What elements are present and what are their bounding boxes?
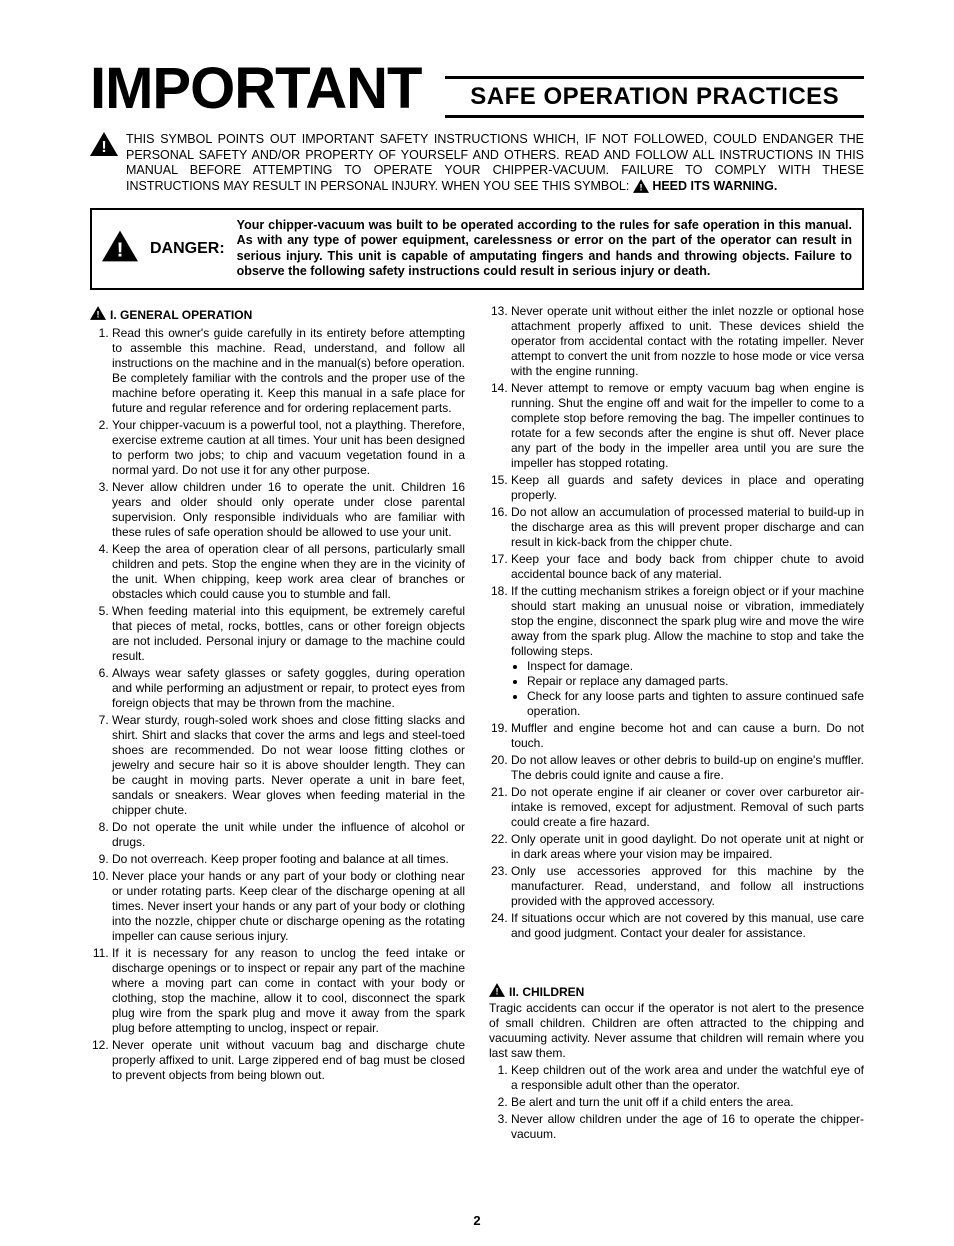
section1-heading-row: ! I. GENERAL OPERATION (90, 306, 465, 324)
section1-list-right: Never operate unit without either the in… (489, 304, 864, 941)
section1-warning-icon: ! (90, 306, 106, 324)
list-item: Do not allow an accumulation of processe… (511, 505, 864, 550)
subheader-text: SAFE OPERATION PRACTICES (445, 83, 864, 111)
svg-text:!: ! (96, 310, 99, 320)
danger-text: Your chipper-vacuum was built to be oper… (237, 218, 852, 281)
sub-item: Check for any loose parts and tighten to… (527, 689, 864, 719)
section2-list: Keep children out of the work area and u… (489, 1063, 864, 1142)
warning-icon: ! (90, 132, 118, 198)
list-item: Keep the area of operation clear of all … (112, 542, 465, 602)
list-item: Your chipper-vacuum is a powerful tool, … (112, 418, 465, 478)
list-item: Do not overreach. Keep proper footing an… (112, 852, 465, 867)
list-item: Never allow children under the age of 16… (511, 1112, 864, 1142)
inline-warning-icon: ! (633, 179, 649, 198)
danger-label: DANGER: (150, 240, 225, 258)
list-item: Only operate unit in good daylight. Do n… (511, 832, 864, 862)
svg-text:!: ! (117, 239, 124, 262)
item18-text: If the cutting mechanism strikes a forei… (511, 584, 864, 658)
list-item: If situations occur which are not covere… (511, 911, 864, 941)
list-item: Only use accessories approved for this m… (511, 864, 864, 909)
intro-text: THIS SYMBOL POINTS OUT IMPORTANT SAFETY … (126, 132, 864, 198)
sub-item: Repair or replace any damaged parts. (527, 674, 864, 689)
item18-sublist: Inspect for damage. Repair or replace an… (511, 659, 864, 719)
intro-block: ! THIS SYMBOL POINTS OUT IMPORTANT SAFET… (90, 132, 864, 198)
list-item: Do not allow leaves or other debris to b… (511, 753, 864, 783)
list-item: Never attempt to remove or empty vacuum … (511, 381, 864, 471)
list-item: Keep your face and body back from chippe… (511, 552, 864, 582)
list-item: If it is necessary for any reason to unc… (112, 946, 465, 1036)
list-item: Never place your hands or any part of yo… (112, 869, 465, 944)
section2-intro: Tragic accidents can occur if the operat… (489, 1001, 864, 1061)
section2-heading-row: ! II. CHILDREN (489, 983, 864, 1001)
section2: ! II. CHILDREN Tragic accidents can occu… (489, 983, 864, 1142)
header-row: IMPORTANT SAFE OPERATION PRACTICES (90, 60, 864, 118)
list-item: Keep all guards and safety devices in pl… (511, 473, 864, 503)
right-column: Never operate unit without either the in… (489, 302, 864, 1144)
section2-warning-icon: ! (489, 983, 505, 1001)
sub-item: Inspect for damage. (527, 659, 864, 674)
section2-heading: II. CHILDREN (509, 985, 584, 1000)
section1-heading: I. GENERAL OPERATION (110, 308, 252, 323)
svg-text:!: ! (639, 182, 642, 192)
list-item: Never allow children under 16 to operate… (112, 480, 465, 540)
left-column: ! I. GENERAL OPERATION Read this owner's… (90, 302, 465, 1144)
svg-text:!: ! (101, 139, 106, 156)
list-item: If the cutting mechanism strikes a forei… (511, 584, 864, 719)
list-item: Do not operate the unit while under the … (112, 820, 465, 850)
list-item: Muffler and engine become hot and can ca… (511, 721, 864, 751)
list-item: Be alert and turn the unit off if a chil… (511, 1095, 864, 1110)
page-number: 2 (0, 1213, 954, 1228)
section1-list-left: Read this owner's guide carefully in its… (90, 326, 465, 1083)
list-item: Never operate unit without either the in… (511, 304, 864, 379)
manual-page: IMPORTANT SAFE OPERATION PRACTICES ! THI… (0, 0, 954, 1246)
heed-warning: HEED ITS WARNING. (652, 179, 777, 193)
list-item: Wear sturdy, rough-soled work shoes and … (112, 713, 465, 818)
danger-box: ! DANGER: Your chipper-vacuum was built … (90, 208, 864, 291)
list-item: Never operate unit without vacuum bag an… (112, 1038, 465, 1083)
subheader-box: SAFE OPERATION PRACTICES (445, 76, 864, 118)
content-columns: ! I. GENERAL OPERATION Read this owner's… (90, 302, 864, 1144)
danger-warning-icon: ! (102, 230, 138, 267)
svg-text:!: ! (495, 987, 498, 997)
list-item: Always wear safety glasses or safety gog… (112, 666, 465, 711)
list-item: Read this owner's guide carefully in its… (112, 326, 465, 416)
page-title: IMPORTANT (90, 60, 421, 118)
list-item: Do not operate engine if air cleaner or … (511, 785, 864, 830)
list-item: Keep children out of the work area and u… (511, 1063, 864, 1093)
list-item: When feeding material into this equipmen… (112, 604, 465, 664)
